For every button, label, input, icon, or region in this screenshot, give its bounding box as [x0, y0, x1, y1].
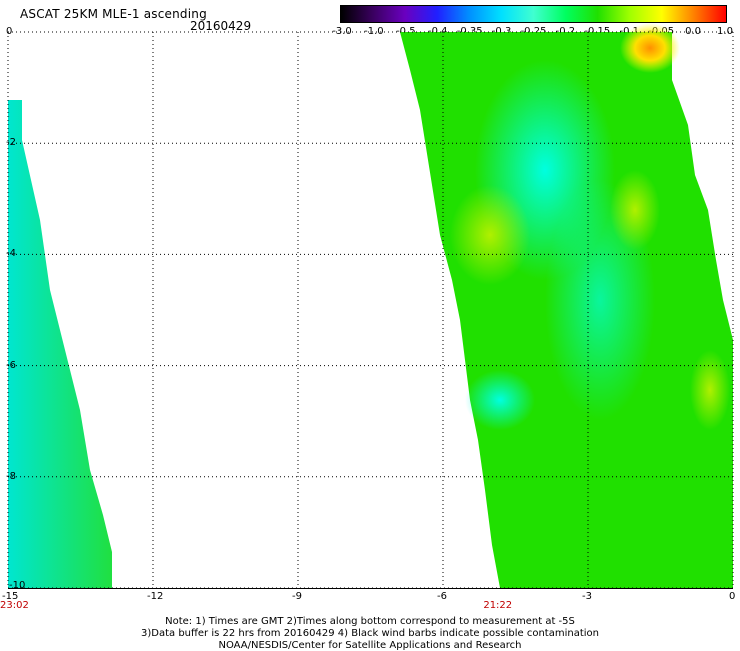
pass-time-label: 21:22 [483, 600, 513, 611]
y-tick-label: 0 [6, 26, 13, 37]
colorbar-label: -0.25 [520, 26, 547, 37]
y-tick-label: -2 [6, 137, 16, 149]
footer-note-2: 3)Data buffer is 22 hrs from 20160429 4)… [141, 628, 599, 639]
colorbar-label: -0.3 [491, 26, 512, 37]
x-tick-label: -12 [147, 591, 164, 602]
y-tick-label: -4 [6, 248, 16, 260]
y-tick-label: -6 [6, 359, 16, 371]
yellow-patch [690, 350, 730, 430]
footer-note-1: Note: 1) Times are GMT 2)Times along bot… [165, 616, 575, 627]
yellow-patch [450, 185, 530, 285]
yellow-patch [610, 170, 660, 250]
colorbar-label: 0.0 [685, 26, 702, 37]
footer-note-3: NOAA/NESDIS/Center for Satellite Applica… [218, 640, 522, 651]
plot-frame-bottom [8, 588, 733, 589]
pass-time-label: 23:02 [0, 600, 29, 611]
x-tick-label: -6 [437, 591, 447, 602]
cyan-patch [465, 370, 535, 430]
colorbar [340, 5, 727, 23]
colorbar-label: -0.35 [456, 26, 483, 37]
colorbar-label: -1.0 [364, 26, 384, 37]
orange-patch [620, 23, 680, 73]
left-swath [8, 100, 112, 588]
x-tick-label: -9 [292, 591, 302, 602]
colorbar-label: -0.4 [427, 26, 448, 37]
x-tick-label: -3 [582, 591, 592, 602]
plot-title: ASCAT 25KM MLE-1 ascending [20, 7, 207, 21]
colorbar-label: -0.5 [396, 26, 416, 37]
y-tick-label: -10 [9, 580, 26, 591]
colorbar-label: -0.15 [584, 26, 611, 37]
x-tick-label: 0 [729, 591, 736, 602]
x-tick-label: -15 [2, 591, 19, 602]
colorbar-label: -0.2 [555, 26, 576, 37]
y-tick-label: -8 [6, 470, 16, 482]
plot-date: 20160429 [190, 19, 252, 33]
colorbar-label: -3.0 [332, 26, 352, 37]
